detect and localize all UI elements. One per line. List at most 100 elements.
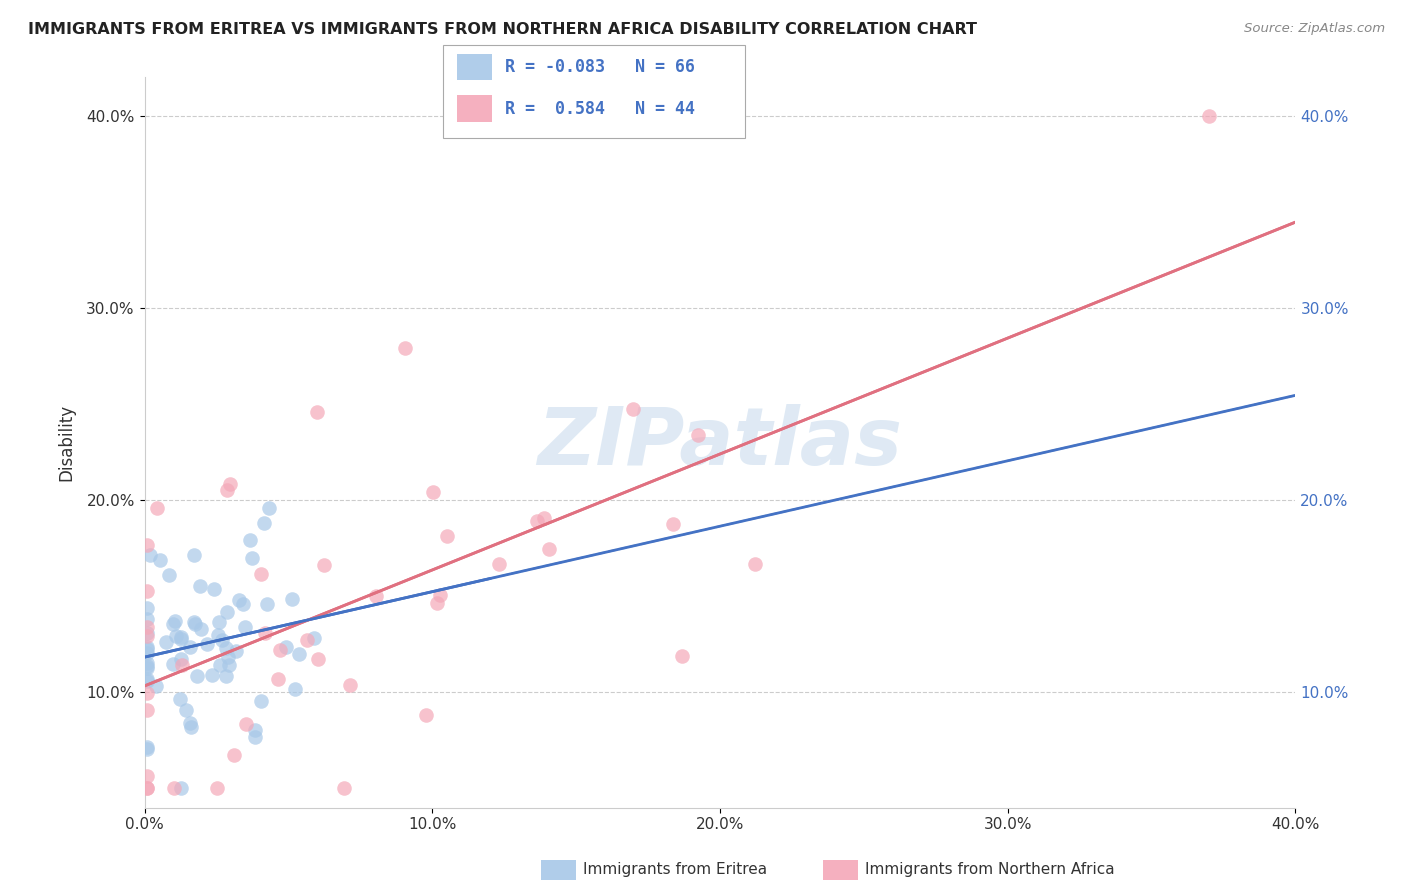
Point <box>222 748 245 763</box>
Point <box>307 652 329 666</box>
Text: Immigrants from Eritrea: Immigrants from Eritrea <box>583 863 768 877</box>
Point <box>394 341 416 355</box>
Point <box>232 597 254 611</box>
Point <box>165 614 187 628</box>
Point <box>671 648 693 663</box>
Point <box>170 632 193 646</box>
Point <box>208 658 231 673</box>
Point <box>249 567 271 582</box>
Point <box>533 511 555 525</box>
Point <box>1198 109 1220 123</box>
Y-axis label: Disability: Disability <box>58 404 75 481</box>
Point <box>180 720 202 734</box>
Point <box>422 485 444 500</box>
Point <box>172 657 194 672</box>
Point <box>136 601 159 615</box>
Point <box>170 652 193 666</box>
Point <box>170 781 193 796</box>
Point <box>162 617 184 632</box>
Point <box>526 515 548 529</box>
Point <box>215 605 238 619</box>
Point <box>136 629 159 643</box>
Point <box>169 692 191 706</box>
Point <box>239 533 262 547</box>
Point <box>136 626 159 640</box>
Point <box>162 657 184 671</box>
Point <box>188 579 211 593</box>
Point <box>148 552 170 566</box>
Point <box>211 633 233 648</box>
Point <box>166 629 188 643</box>
Point <box>537 542 560 557</box>
Point <box>218 476 240 491</box>
Point <box>179 716 201 731</box>
Point <box>662 517 685 532</box>
Point <box>138 548 160 562</box>
Point <box>426 596 449 610</box>
Point <box>136 742 159 756</box>
Point <box>287 647 309 661</box>
Point <box>136 640 159 655</box>
Point <box>202 582 225 597</box>
Point <box>366 589 388 603</box>
Point <box>744 558 766 572</box>
Point <box>257 500 280 515</box>
Point <box>243 731 266 745</box>
Point <box>240 551 263 566</box>
Point <box>256 597 278 611</box>
Point <box>205 781 228 796</box>
Point <box>136 538 159 552</box>
Text: IMMIGRANTS FROM ERITREA VS IMMIGRANTS FROM NORTHERN AFRICA DISABILITY CORRELATIO: IMMIGRANTS FROM ERITREA VS IMMIGRANTS FR… <box>28 22 977 37</box>
Point <box>243 723 266 737</box>
Point <box>488 558 510 572</box>
Point <box>208 615 231 629</box>
Point <box>235 716 257 731</box>
Point <box>339 678 361 692</box>
Text: Immigrants from Northern Africa: Immigrants from Northern Africa <box>865 863 1115 877</box>
Point <box>136 781 159 796</box>
Point <box>190 622 212 636</box>
Point <box>136 686 159 700</box>
Point <box>233 620 256 634</box>
Point <box>415 707 437 722</box>
Point <box>136 703 159 717</box>
Point <box>195 637 218 651</box>
Point <box>179 640 201 655</box>
Text: ZIPatlas: ZIPatlas <box>537 403 903 482</box>
Point <box>281 591 304 606</box>
Point <box>218 657 240 672</box>
Point <box>314 558 336 572</box>
Point <box>136 611 159 625</box>
Point <box>186 669 208 683</box>
Point <box>183 548 205 562</box>
Point <box>163 781 186 796</box>
Point <box>146 500 169 515</box>
Point <box>136 740 159 755</box>
Point <box>225 644 247 658</box>
Point <box>136 781 159 796</box>
Point <box>136 583 159 598</box>
Text: R =  0.584   N = 44: R = 0.584 N = 44 <box>505 100 695 118</box>
Point <box>136 672 159 686</box>
Text: Source: ZipAtlas.com: Source: ZipAtlas.com <box>1244 22 1385 36</box>
Point <box>621 401 644 416</box>
Point <box>136 641 159 656</box>
Point <box>136 769 159 783</box>
Point <box>217 483 239 498</box>
Point <box>170 630 193 644</box>
Point <box>284 681 307 696</box>
Point <box>304 631 326 645</box>
Point <box>215 668 238 682</box>
Point <box>136 646 159 660</box>
Point <box>155 635 177 649</box>
Point <box>217 650 239 665</box>
Point <box>215 640 238 655</box>
Point <box>174 703 197 717</box>
Point <box>688 428 710 442</box>
Point <box>136 674 159 689</box>
Point <box>333 781 356 796</box>
Point <box>297 632 319 647</box>
Point <box>305 405 328 419</box>
Point <box>184 617 207 632</box>
Point <box>157 568 180 582</box>
